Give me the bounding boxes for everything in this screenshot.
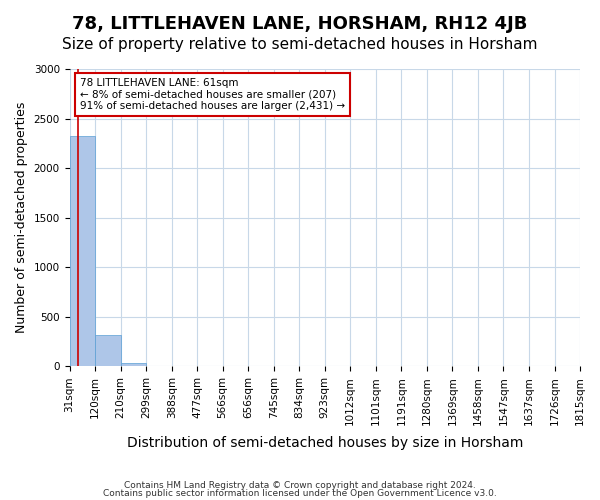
Text: 78, LITTLEHAVEN LANE, HORSHAM, RH12 4JB: 78, LITTLEHAVEN LANE, HORSHAM, RH12 4JB — [73, 15, 527, 33]
Bar — [121, 363, 146, 366]
Bar — [95, 334, 121, 366]
Text: Contains HM Land Registry data © Crown copyright and database right 2024.: Contains HM Land Registry data © Crown c… — [124, 481, 476, 490]
Text: Contains public sector information licensed under the Open Government Licence v3: Contains public sector information licen… — [103, 488, 497, 498]
Y-axis label: Number of semi-detached properties: Number of semi-detached properties — [15, 102, 28, 334]
Text: 78 LITTLEHAVEN LANE: 61sqm
← 8% of semi-detached houses are smaller (207)
91% of: 78 LITTLEHAVEN LANE: 61sqm ← 8% of semi-… — [80, 78, 345, 111]
Bar — [70, 136, 95, 366]
Text: Size of property relative to semi-detached houses in Horsham: Size of property relative to semi-detach… — [62, 38, 538, 52]
X-axis label: Distribution of semi-detached houses by size in Horsham: Distribution of semi-detached houses by … — [127, 436, 523, 450]
